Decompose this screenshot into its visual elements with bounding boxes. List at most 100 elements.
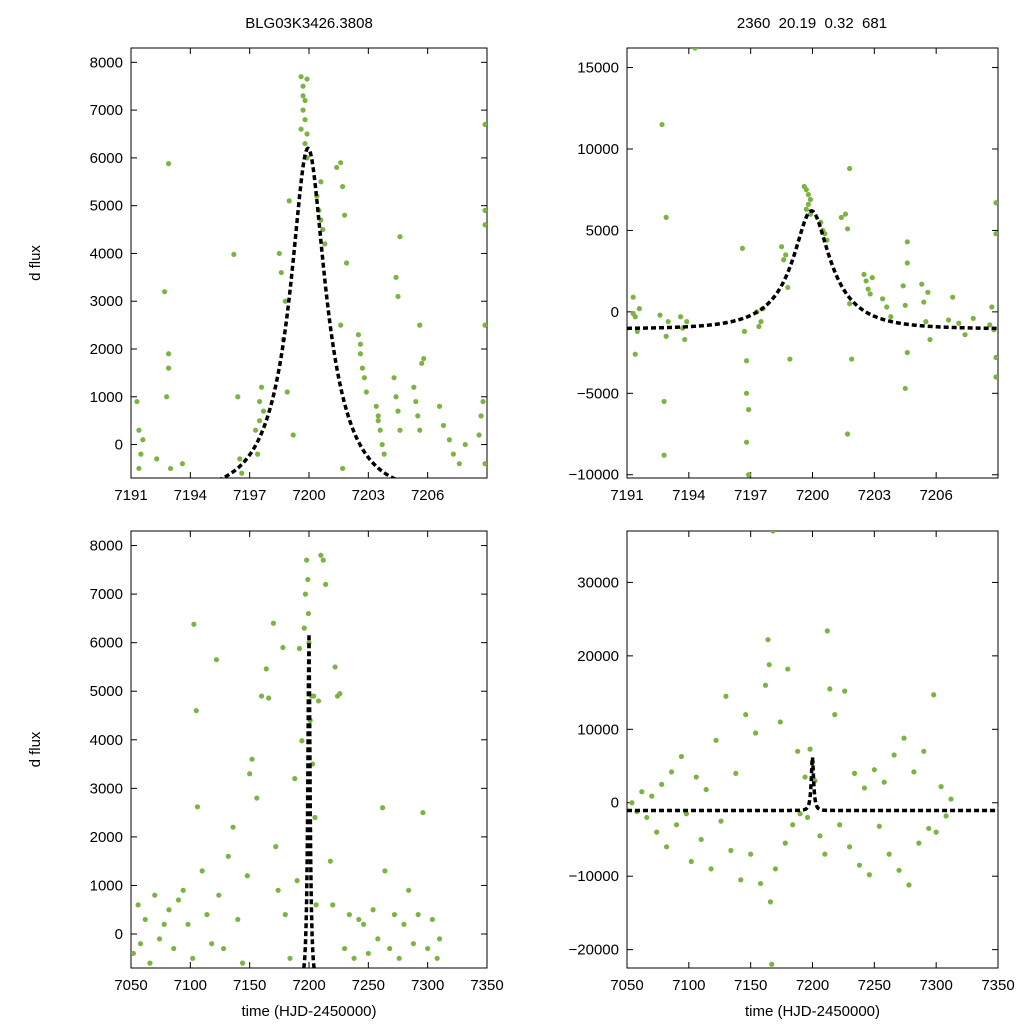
data-point [342, 212, 348, 218]
data-point [235, 394, 241, 400]
data-point [302, 97, 308, 104]
data-point [395, 293, 401, 300]
data-point [634, 328, 640, 335]
data-point [278, 269, 284, 276]
data-point [375, 936, 381, 942]
data-point [258, 384, 265, 390]
data-point [256, 398, 263, 405]
data-point [856, 862, 863, 868]
data-point [410, 941, 417, 947]
data-point [943, 813, 949, 819]
data-point [330, 902, 336, 908]
data-point [415, 911, 421, 918]
data-point [213, 657, 220, 663]
data-point [137, 941, 144, 947]
data-point [270, 620, 276, 626]
data-point [931, 692, 937, 698]
data-point [766, 662, 772, 668]
data-point [748, 851, 754, 857]
data-point [393, 394, 399, 400]
data-layer [627, 531, 998, 967]
data-point [305, 576, 311, 583]
data-point [797, 811, 803, 817]
y-tick-label: 10000 [577, 141, 619, 158]
x-tick-label: 7350 [470, 977, 503, 994]
y-tick-label: 0 [611, 304, 619, 321]
data-point [154, 456, 160, 462]
data-point [166, 907, 172, 913]
data-point [425, 945, 431, 952]
x-tick-label: 7203 [858, 487, 891, 504]
data-point [805, 201, 811, 207]
data-point [396, 955, 402, 961]
data-point [263, 666, 269, 672]
x-tick-label: 7250 [858, 977, 891, 994]
data-point [332, 664, 338, 670]
data-point [167, 465, 174, 472]
data-point [673, 822, 680, 828]
data-point [657, 312, 663, 318]
data-point [346, 911, 352, 918]
data-point [131, 950, 136, 957]
data-point [318, 552, 324, 558]
data-point [225, 853, 231, 859]
data-point [783, 252, 789, 258]
data-point [204, 911, 210, 918]
data-point [161, 921, 167, 927]
y-tick-label: 30000 [577, 574, 619, 591]
data-point [956, 320, 962, 326]
data-point [842, 688, 848, 694]
data-point [822, 851, 828, 857]
x-tick-label: 7300 [411, 977, 444, 994]
data-point [294, 878, 300, 884]
data-point [772, 866, 779, 872]
data-point [739, 245, 746, 251]
data-point [249, 756, 255, 762]
data-point [803, 206, 809, 212]
data-point [795, 748, 801, 754]
title-right: 2360 20.19 0.32 681 [737, 15, 887, 32]
data-point [901, 735, 907, 741]
data-point [847, 165, 853, 172]
data-point [993, 354, 998, 361]
x-tick-label: 7100 [672, 977, 705, 994]
data-point [654, 829, 660, 835]
data-point [343, 260, 350, 266]
data-point [216, 892, 222, 898]
data-point [140, 437, 146, 443]
data-point [338, 322, 344, 328]
data-point [282, 911, 288, 918]
data-point [785, 284, 791, 291]
data-point [767, 899, 774, 905]
y-tick-label: 8000 [90, 538, 123, 555]
data-point [237, 456, 243, 462]
y-tick-label: 4000 [90, 245, 123, 262]
data-point [260, 408, 267, 414]
data-point [258, 693, 265, 699]
data-point [708, 866, 714, 872]
data-point [171, 945, 177, 952]
data-point [738, 877, 744, 883]
data-point [923, 319, 929, 325]
data-point [970, 315, 976, 321]
data-point [649, 793, 655, 799]
y-tick-label: 0 [611, 795, 619, 812]
data-point [230, 824, 236, 830]
y-tick-label: 6000 [90, 150, 123, 167]
data-point [902, 302, 908, 308]
data-point [677, 314, 684, 320]
x-tick-label: 7194 [174, 487, 207, 504]
data-point [851, 770, 858, 776]
y-tick-label: 8000 [90, 54, 123, 71]
data-point [320, 557, 326, 563]
data-point [340, 183, 346, 190]
data-point [837, 822, 843, 828]
data-point [904, 260, 910, 266]
y-tick-label: −20000 [569, 942, 619, 959]
data-point [900, 283, 906, 289]
x-tick-label: 7191 [114, 487, 147, 504]
data-point [411, 384, 417, 390]
data-point [925, 289, 931, 295]
data-point [847, 844, 853, 850]
